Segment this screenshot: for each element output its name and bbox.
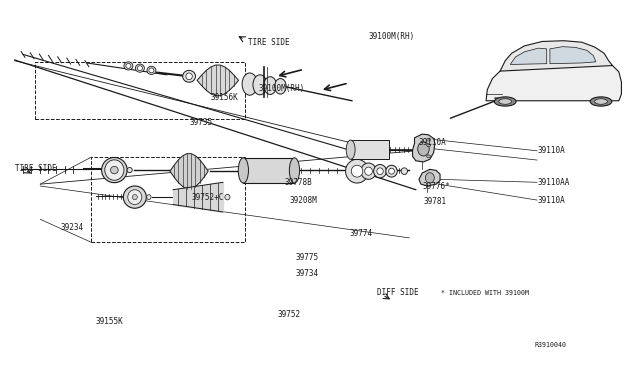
Ellipse shape (361, 163, 376, 179)
Ellipse shape (427, 155, 431, 158)
Ellipse shape (111, 166, 118, 174)
Ellipse shape (186, 73, 192, 80)
Ellipse shape (374, 164, 387, 178)
Text: TIRE SIDE: TIRE SIDE (248, 38, 290, 47)
Ellipse shape (346, 159, 369, 183)
Ellipse shape (124, 186, 147, 208)
Ellipse shape (253, 75, 267, 95)
Ellipse shape (289, 158, 300, 183)
Polygon shape (413, 134, 435, 162)
Ellipse shape (136, 64, 145, 72)
Ellipse shape (147, 195, 151, 199)
Text: 39234: 39234 (61, 223, 84, 232)
Ellipse shape (275, 78, 286, 94)
Polygon shape (197, 65, 239, 96)
Bar (35, 62, 245, 119)
Ellipse shape (418, 142, 429, 156)
Ellipse shape (128, 190, 142, 205)
Ellipse shape (499, 99, 511, 104)
Text: 39110A: 39110A (419, 138, 446, 147)
Ellipse shape (427, 144, 431, 147)
Text: R3910040: R3910040 (534, 341, 566, 347)
Text: 39100M(RH): 39100M(RH) (259, 84, 305, 93)
Text: 39752: 39752 (278, 310, 301, 319)
Ellipse shape (365, 167, 372, 175)
Bar (243, 158, 294, 183)
Ellipse shape (132, 195, 138, 200)
Ellipse shape (595, 99, 607, 104)
Text: 39208M: 39208M (289, 196, 317, 205)
Polygon shape (419, 169, 440, 186)
Polygon shape (500, 41, 612, 71)
Text: 39100M(RH): 39100M(RH) (369, 32, 415, 41)
Polygon shape (170, 154, 208, 189)
Ellipse shape (346, 140, 355, 159)
Text: TIRE SIDE: TIRE SIDE (15, 164, 56, 173)
Ellipse shape (126, 64, 131, 68)
Ellipse shape (147, 66, 156, 74)
Text: 39752+C: 39752+C (191, 193, 223, 202)
Text: 39735: 39735 (189, 118, 212, 127)
Ellipse shape (242, 73, 257, 95)
Ellipse shape (124, 62, 133, 70)
Bar (92, 157, 244, 242)
Polygon shape (486, 56, 621, 101)
Bar (351, 140, 389, 159)
Text: 39155K: 39155K (95, 317, 123, 326)
Text: 39110A: 39110A (537, 196, 565, 205)
Text: 39110A: 39110A (537, 146, 565, 155)
Ellipse shape (225, 194, 230, 200)
Text: 39781: 39781 (424, 197, 447, 206)
Ellipse shape (238, 158, 248, 183)
Polygon shape (550, 46, 596, 64)
Ellipse shape (494, 97, 516, 106)
Ellipse shape (388, 168, 394, 174)
Ellipse shape (264, 77, 276, 94)
Ellipse shape (377, 168, 383, 174)
Text: 39774: 39774 (349, 229, 372, 238)
Text: 39110AA: 39110AA (537, 178, 570, 187)
Ellipse shape (427, 138, 431, 141)
Text: 39775: 39775 (296, 253, 319, 262)
Text: 39776*: 39776* (422, 182, 450, 190)
Ellipse shape (149, 68, 154, 73)
Ellipse shape (426, 173, 435, 183)
Text: DIFF SIDE: DIFF SIDE (378, 288, 419, 297)
Ellipse shape (138, 66, 143, 71)
Ellipse shape (401, 168, 408, 174)
Ellipse shape (182, 70, 195, 82)
Text: * INCLUDED WITH 39100M: * INCLUDED WITH 39100M (442, 290, 529, 296)
Ellipse shape (127, 167, 132, 173)
Ellipse shape (386, 165, 397, 177)
Ellipse shape (102, 157, 127, 183)
Text: 39156K: 39156K (210, 93, 238, 102)
Text: 39734: 39734 (296, 269, 319, 278)
Ellipse shape (351, 165, 363, 177)
Polygon shape (510, 48, 547, 64)
Ellipse shape (105, 160, 124, 180)
Ellipse shape (590, 97, 612, 106)
Text: 39778B: 39778B (285, 178, 312, 187)
